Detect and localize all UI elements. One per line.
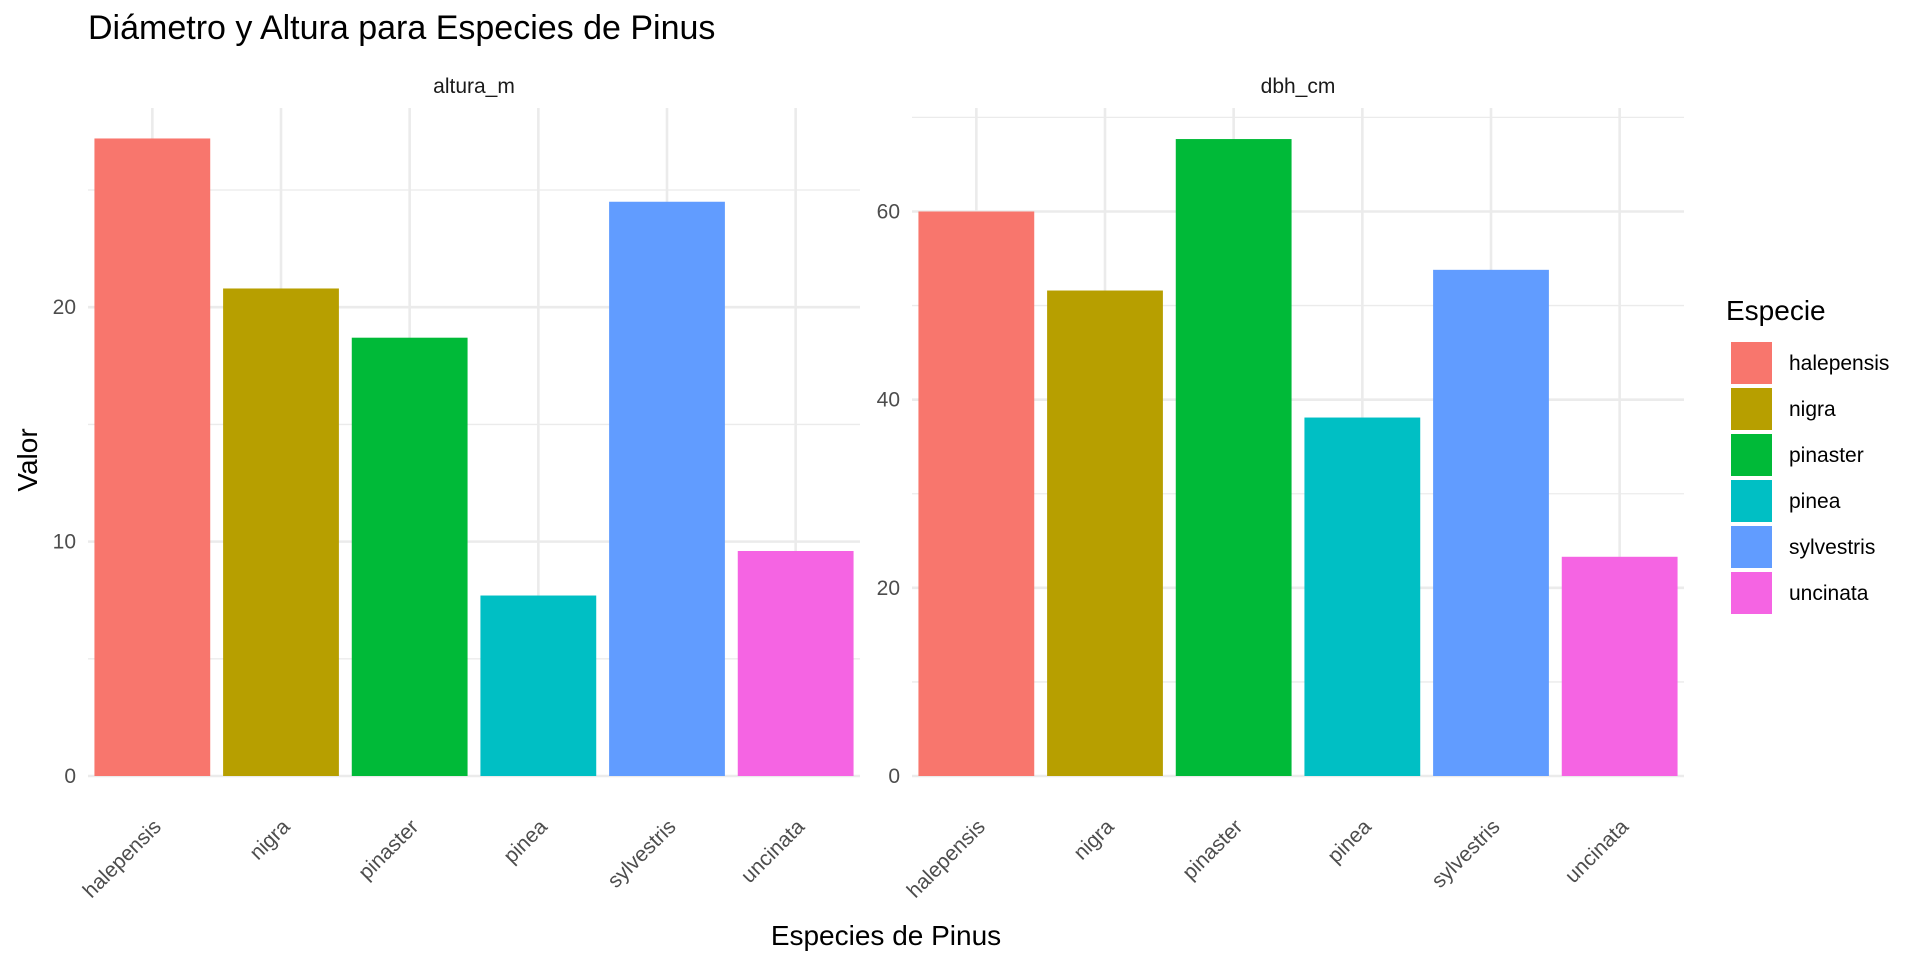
- bar-uncinata: [737, 550, 854, 776]
- y-tick-label: 20: [877, 577, 900, 600]
- x-tick-label: pinea: [499, 815, 552, 868]
- y-tick-label: 60: [877, 200, 900, 223]
- legend-item-nigra: nigra: [1731, 388, 1836, 430]
- bar-nigra: [1047, 290, 1163, 776]
- x-tick-label: halepensis: [79, 815, 166, 902]
- legend-title: Especie: [1726, 295, 1826, 326]
- panel-strip-label: dbh_cm: [1261, 75, 1336, 98]
- bar-uncinata: [1561, 556, 1678, 776]
- x-tick-label: uncinata: [1561, 815, 1634, 888]
- legend: halepensis nigra pinaster pinea sylvestris un…: [1731, 342, 1889, 614]
- x-tick-label: nigra: [245, 815, 295, 865]
- bar-sylvestris: [1433, 269, 1549, 776]
- x-tick-label: sylvestris: [603, 815, 680, 892]
- legend-label: uncinata: [1789, 582, 1869, 605]
- legend-swatch: [1731, 434, 1772, 476]
- panel-strip-label: altura_m: [433, 75, 515, 98]
- x-tick-label: pinea: [1323, 815, 1376, 868]
- legend-label: pinea: [1789, 490, 1841, 513]
- bar-pinea: [480, 595, 597, 776]
- x-tick-label: halepensis: [903, 815, 990, 902]
- y-tick-label: 10: [53, 531, 76, 554]
- x-tick-label: pinaster: [354, 815, 423, 884]
- bar-pinea: [1304, 417, 1421, 776]
- y-tick-label: 0: [888, 765, 900, 788]
- legend-item-pinaster: pinaster: [1731, 434, 1864, 476]
- chart-title: Diámetro y Altura para Especies de Pinus: [88, 9, 715, 47]
- legend-item-uncinata: uncinata: [1731, 572, 1869, 614]
- bar-sylvestris: [609, 201, 725, 776]
- panel-dbh_cm: dbh_cm 0 20 40 60 halepensis nigra pinaster pine…: [877, 75, 1684, 903]
- bar-halepensis: [94, 138, 211, 777]
- legend-swatch: [1731, 342, 1772, 384]
- x-tick-label: sylvestris: [1427, 815, 1504, 892]
- x-tick-label: nigra: [1069, 815, 1119, 865]
- y-axis-title: Valor: [12, 428, 43, 491]
- legend-label: sylvestris: [1789, 536, 1875, 559]
- legend-swatch: [1731, 526, 1772, 568]
- legend-item-halepensis: halepensis: [1731, 342, 1889, 384]
- legend-label: nigra: [1789, 398, 1836, 421]
- legend-swatch: [1731, 388, 1772, 430]
- legend-item-sylvestris: sylvestris: [1731, 526, 1875, 568]
- bar-pinaster: [351, 337, 468, 776]
- bar-nigra: [223, 288, 339, 776]
- x-axis-title: Especies de Pinus: [771, 920, 1001, 951]
- y-tick-label: 40: [877, 389, 900, 412]
- x-tick-label: pinaster: [1178, 815, 1247, 884]
- y-tick-label: 0: [64, 765, 76, 788]
- legend-label: pinaster: [1789, 444, 1864, 467]
- legend-item-pinea: pinea: [1731, 480, 1841, 522]
- bar-halepensis: [918, 211, 1035, 777]
- y-tick-label: 20: [53, 296, 76, 319]
- panels-layer: altura_m 0 10 20 halepensis nigra pinaster pine…: [53, 75, 1684, 903]
- bar-pinaster: [1175, 139, 1292, 777]
- x-tick-label: uncinata: [737, 815, 810, 888]
- panel-altura_m: altura_m 0 10 20 halepensis nigra pinaster pine…: [53, 75, 860, 903]
- legend-label: halepensis: [1789, 352, 1889, 375]
- legend-swatch: [1731, 480, 1772, 522]
- legend-swatch: [1731, 572, 1772, 614]
